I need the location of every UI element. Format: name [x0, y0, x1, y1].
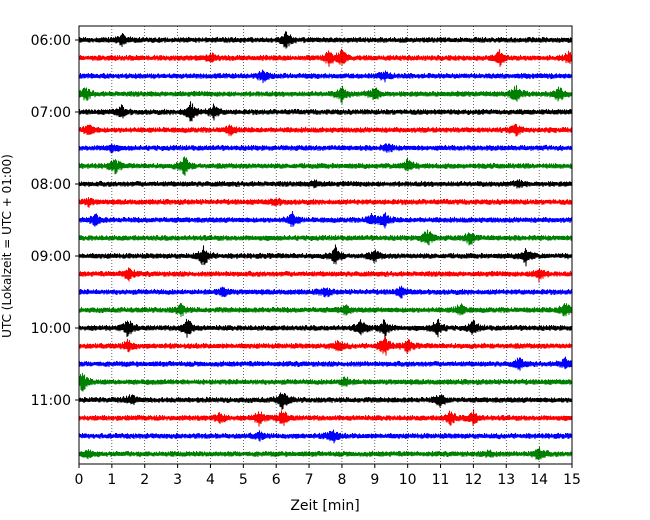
- vertical-grid: [111, 26, 540, 464]
- trace-0900: [78, 244, 573, 267]
- trace-1130: [78, 429, 573, 444]
- trace-group: [78, 31, 573, 461]
- trace-1000: [78, 318, 573, 339]
- trace-1100: [78, 392, 573, 410]
- trace-1015: [78, 336, 573, 356]
- x-tick-label: 4: [206, 472, 215, 488]
- trace-1145: [78, 446, 573, 461]
- trace-0700: [78, 101, 573, 122]
- y-tick-label: 08:00: [31, 177, 71, 193]
- trace-0815: [78, 197, 573, 208]
- trace-0915: [78, 267, 573, 283]
- trace-0715: [78, 123, 573, 137]
- y-axis-ticks: 06:00 07:00 08:00 09:00 10:00 11:00: [31, 33, 79, 409]
- x-tick-label: 5: [239, 472, 248, 488]
- x-tick-label: 2: [140, 472, 149, 488]
- x-tick-label: 7: [305, 472, 314, 488]
- x-tick-label: 14: [530, 472, 548, 488]
- trace-0930: [78, 285, 573, 299]
- trace-0615: [78, 48, 573, 67]
- x-tick-label: 12: [464, 472, 482, 488]
- y-tick-label: 09:00: [31, 249, 71, 265]
- x-tick-label: 8: [337, 472, 346, 488]
- x-axis-ticks: 0 1 2 3 4 5 6 7 8 9 10 11 12 13 14 15: [75, 464, 581, 488]
- trace-0945: [78, 302, 573, 317]
- y-tick-label: 07:00: [31, 105, 71, 121]
- y-tick-label: 11:00: [31, 393, 71, 409]
- x-tick-label: 15: [563, 472, 581, 488]
- trace-0845: [78, 229, 573, 246]
- x-tick-label: 3: [173, 472, 182, 488]
- x-tick-label: 10: [399, 472, 417, 488]
- trace-1045: [78, 373, 573, 392]
- y-axis-label: UTC (Lokalzeit = UTC + 01:00): [0, 154, 14, 338]
- y-tick-label: 06:00: [31, 33, 71, 49]
- trace-1030: [78, 356, 573, 371]
- trace-0645: [78, 85, 573, 104]
- y-tick-label: 10:00: [31, 321, 71, 337]
- x-tick-label: 9: [370, 472, 379, 488]
- x-tick-label: 6: [272, 472, 281, 488]
- x-axis-label: Zeit [min]: [290, 498, 359, 514]
- x-tick-label: 11: [432, 472, 450, 488]
- trace-0730: [78, 143, 573, 154]
- x-tick-label: 1: [107, 472, 116, 488]
- trace-0830: [78, 211, 573, 229]
- x-tick-label: 13: [497, 472, 515, 488]
- trace-1115: [78, 409, 573, 427]
- plot-frame: [78, 25, 573, 465]
- x-tick-label: 0: [75, 472, 84, 488]
- trace-0800: [78, 179, 573, 189]
- trace-0630: [78, 69, 573, 84]
- trace-0745: [78, 156, 573, 176]
- trace-0600: [78, 31, 573, 49]
